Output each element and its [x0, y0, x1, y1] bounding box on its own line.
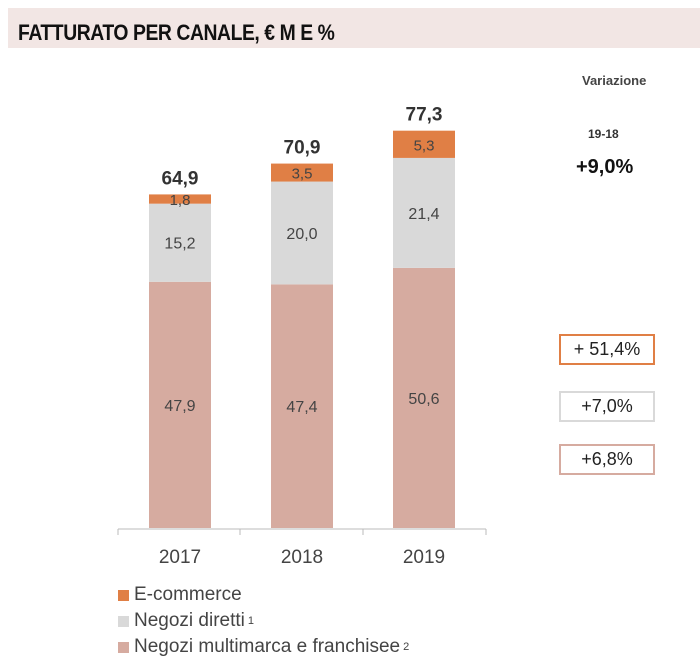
variation-box-multimarca: +6,8% [559, 444, 655, 475]
segment-label: 50,6 [408, 391, 439, 408]
bar-segment [271, 163, 333, 182]
legend-swatch [118, 641, 129, 653]
header-band: FATTURATO PER CANALE, € M E % [8, 8, 700, 48]
bar-segment [393, 267, 455, 528]
bar-segment [149, 194, 211, 204]
bar-segment [271, 181, 333, 285]
bar-segment [271, 284, 333, 528]
legend-item-multimarca: Negozi multimarca e franchisee 2 [118, 634, 409, 660]
bar-segment [393, 157, 455, 268]
legend-label: Negozi multimarca e franchisee [134, 636, 401, 657]
segment-label: 1,8 [170, 192, 191, 209]
segment-label: 5,3 [414, 137, 435, 154]
segment-label: 47,4 [286, 399, 317, 416]
total-label: 64,9 [162, 168, 199, 189]
segment-label: 3,5 [292, 166, 313, 183]
segment-label: 20,0 [286, 226, 317, 243]
total-label: 70,9 [284, 138, 321, 159]
variation-box-ecommerce: + 51,4% [559, 334, 655, 365]
legend-label: E-commerce [134, 584, 242, 605]
bar-segment [393, 130, 455, 158]
legend-swatch [118, 615, 129, 627]
variation-total: +9,0% [576, 156, 634, 178]
page-title: FATTURATO PER CANALE, € M E % [18, 20, 335, 45]
x-tick-label: 2019 [403, 547, 445, 568]
variation-box-negozi-diretti: +7,0% [559, 391, 655, 422]
segment-label: 15,2 [164, 236, 195, 253]
footnote-marker: 1 [247, 615, 255, 627]
segment-label: 47,9 [164, 398, 195, 415]
total-label: 77,3 [406, 105, 443, 126]
variation-period: 19-18 [588, 127, 619, 141]
legend: E-commerce Negozi diretti 1 Negozi multim… [118, 582, 409, 660]
segment-label: 21,4 [408, 206, 439, 223]
footnote-marker: 2 [403, 641, 410, 653]
x-tick-label: 2018 [281, 547, 323, 568]
legend-label: Negozi diretti [134, 610, 245, 631]
variation-label: Variazione [582, 73, 647, 88]
x-tick-label: 2017 [159, 547, 201, 568]
legend-item-ecommerce: E-commerce [118, 582, 409, 608]
legend-item-negozi-diretti: Negozi diretti 1 [118, 608, 409, 634]
bar-segment [149, 281, 211, 528]
bar-segment [149, 203, 211, 282]
legend-swatch [118, 589, 129, 601]
